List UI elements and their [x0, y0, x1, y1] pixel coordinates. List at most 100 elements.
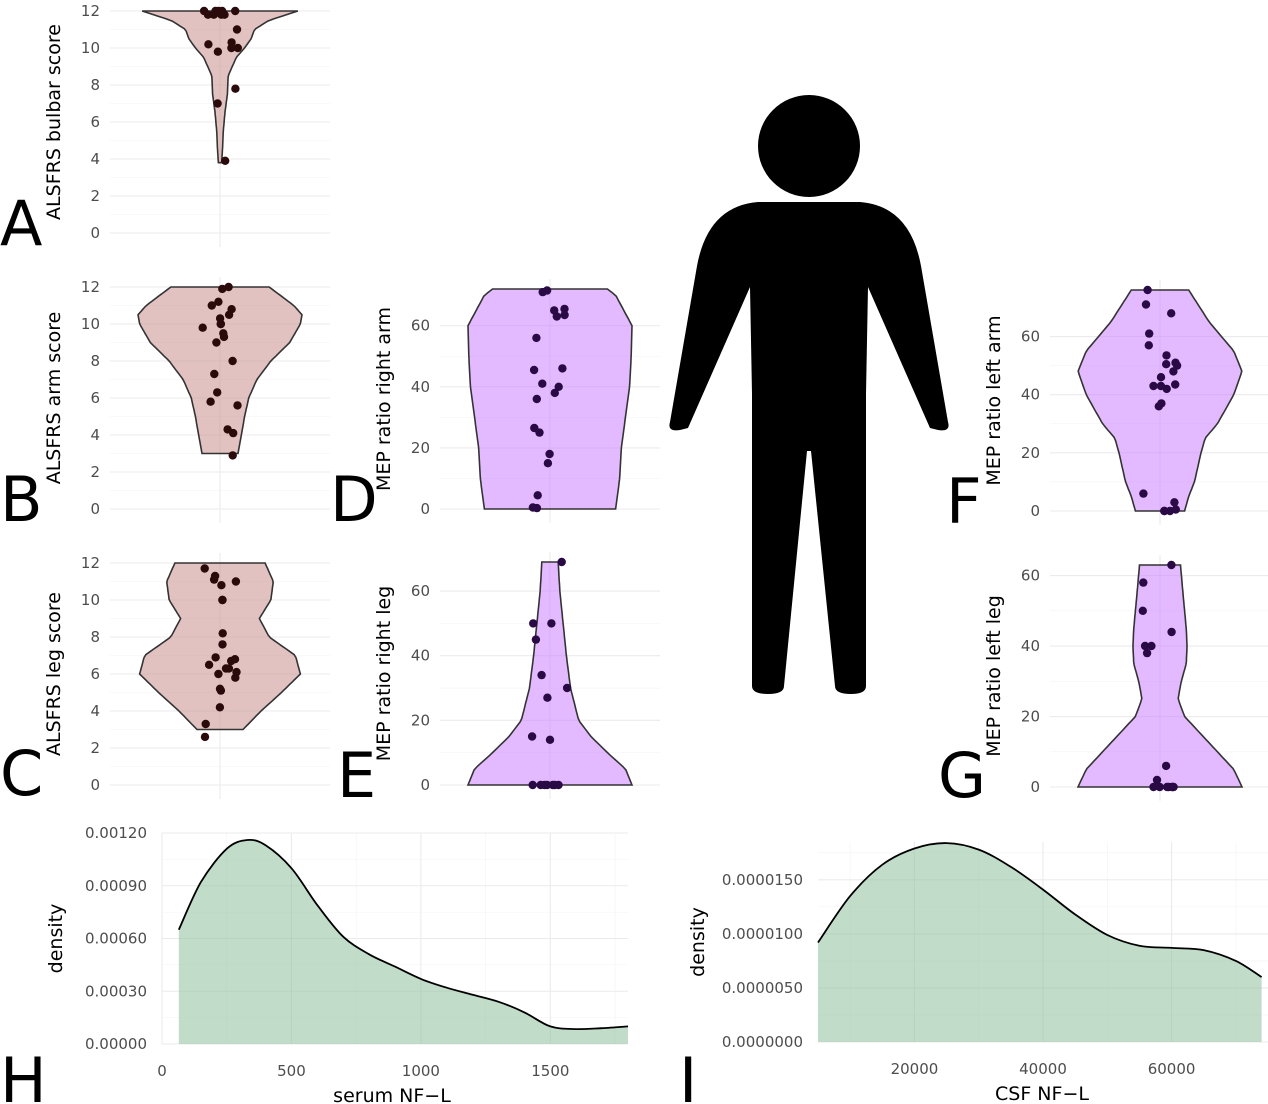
- data-point: [547, 619, 556, 628]
- y-tick-label: 40: [411, 378, 430, 396]
- y-tick-label: 0: [90, 500, 100, 518]
- data-point: [1147, 641, 1156, 651]
- data-point: [560, 310, 569, 320]
- y-tick-label: 0.0000050: [722, 979, 803, 997]
- data-point: [215, 703, 225, 712]
- data-point: [543, 459, 553, 468]
- data-point: [203, 10, 213, 19]
- data-point: [1167, 627, 1176, 637]
- y-tick-label: 4: [90, 702, 100, 720]
- data-point: [217, 581, 226, 590]
- data-point: [537, 670, 546, 680]
- data-point: [528, 780, 537, 790]
- data-point: [1144, 341, 1154, 350]
- data-point: [204, 660, 214, 669]
- panel-letter: E: [337, 739, 376, 812]
- data-point: [532, 333, 541, 343]
- data-point: [557, 557, 566, 567]
- data-point: [1160, 506, 1169, 516]
- density-area: [818, 843, 1262, 1042]
- panel-letter: I: [679, 1044, 697, 1104]
- data-point: [216, 319, 225, 329]
- y-tick-label: 0: [1030, 502, 1040, 520]
- y-tick-label: 0.00060: [85, 930, 147, 948]
- data-point: [538, 379, 547, 388]
- panel-h: 0 500 1000 1500 0.00000 0.00030 0.00060 0.00090…: [0, 824, 629, 1104]
- data-point: [231, 577, 241, 586]
- data-point: [560, 304, 569, 314]
- data-point: [204, 40, 213, 49]
- data-point: [224, 282, 233, 292]
- data-point: [1162, 351, 1171, 360]
- y-tick-label: 40: [411, 647, 430, 665]
- x-tick-label: 20000: [891, 1060, 939, 1078]
- data-point: [1162, 360, 1171, 369]
- x-tick-label: 1000: [402, 1062, 440, 1080]
- x-axis-label: CSF NF−L: [995, 1083, 1089, 1104]
- y-tick-label: 8: [90, 76, 100, 94]
- data-point: [543, 693, 552, 702]
- data-point: [213, 47, 223, 56]
- data-point: [221, 156, 230, 165]
- data-point: [1167, 560, 1176, 570]
- data-point: [209, 10, 218, 19]
- data-point: [1154, 402, 1164, 411]
- y-tick-label: 2: [90, 463, 100, 481]
- data-point: [535, 428, 544, 437]
- data-point: [1161, 761, 1171, 771]
- data-point: [209, 575, 219, 584]
- y-axis-label: MEP ratio right leg: [373, 586, 395, 761]
- y-tick-label: 12: [81, 278, 100, 296]
- y-axis-label: ALSFRS bulbar score: [43, 24, 65, 220]
- y-tick-label: 10: [81, 39, 100, 57]
- data-point: [1156, 373, 1166, 382]
- data-point: [214, 297, 223, 306]
- data-point: [227, 656, 236, 666]
- y-tick-label: 0.0000000: [722, 1033, 803, 1051]
- panel-letter: A: [0, 187, 42, 260]
- data-point: [221, 664, 231, 673]
- panel-letter: B: [0, 463, 43, 536]
- y-tick-label: 4: [90, 150, 100, 168]
- x-tick-label: 1500: [531, 1062, 569, 1080]
- violin-shape: [1076, 564, 1244, 788]
- panel-letter: F: [946, 465, 982, 538]
- data-point: [200, 732, 210, 742]
- data-point: [231, 84, 240, 93]
- y-tick-label: 20: [1021, 708, 1040, 726]
- data-point: [552, 312, 561, 321]
- data-point: [201, 719, 210, 729]
- y-axis-label: ALSFRS leg score: [43, 592, 65, 756]
- y-tick-label: 0.0000150: [722, 871, 803, 889]
- x-tick-label: 40000: [1019, 1060, 1067, 1078]
- data-point: [558, 364, 567, 373]
- y-axis-label: ALSFRS arm score: [43, 312, 65, 485]
- y-tick-label: 20: [1021, 444, 1040, 462]
- data-point: [214, 669, 223, 679]
- data-point: [554, 382, 563, 391]
- y-tick-label: 20: [411, 711, 430, 729]
- data-point: [207, 301, 216, 310]
- violin-shape: [467, 288, 633, 510]
- y-tick-label: 0.00000: [85, 1035, 147, 1053]
- y-tick-label: 0.0000100: [722, 925, 803, 943]
- data-point: [533, 491, 542, 500]
- y-tick-label: 40: [1021, 637, 1040, 655]
- data-point: [538, 287, 547, 297]
- data-point: [536, 780, 545, 790]
- data-point: [200, 564, 209, 573]
- y-tick-label: 6: [90, 389, 100, 407]
- y-axis-label: MEP ratio right arm: [373, 307, 395, 491]
- y-tick-label: 10: [81, 591, 100, 609]
- data-point: [198, 323, 207, 332]
- y-tick-label: 10: [81, 315, 100, 333]
- data-point: [227, 43, 236, 53]
- data-point: [218, 629, 227, 638]
- person-silhouette-icon: [669, 95, 949, 694]
- data-point: [233, 401, 242, 410]
- violin-shape: [141, 10, 299, 164]
- y-tick-label: 6: [90, 113, 100, 131]
- data-point: [212, 338, 221, 347]
